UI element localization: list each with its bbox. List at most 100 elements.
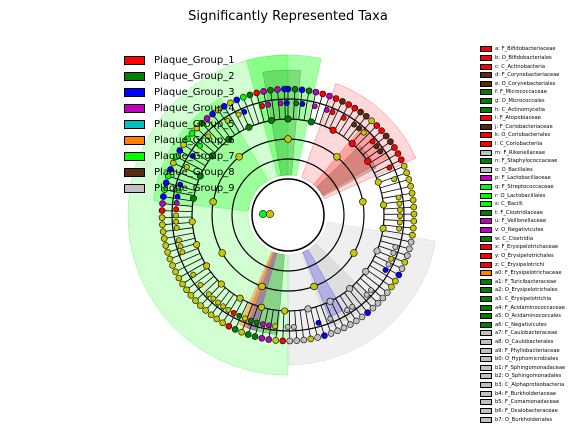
taxa-key-item: h: C_Actinomycetia: [480, 105, 565, 114]
taxa-key-label: a5: O_Acidaminococcales: [495, 313, 561, 320]
taxon-node: [388, 255, 394, 262]
taxa-key-label: j: F_Coriobacteriaceae: [495, 123, 553, 130]
taxon-node: [224, 117, 231, 124]
taxon-node: [180, 141, 187, 148]
legend-item: Plaque_Group_4: [124, 100, 235, 116]
taxa-key-label: a6: C_Negativicutes: [495, 321, 547, 328]
taxon-node: [173, 206, 180, 213]
clade-node: [218, 249, 226, 257]
taxon-node: [390, 250, 397, 256]
taxon-node: [293, 100, 300, 107]
taxon-node: [197, 281, 204, 288]
taxon-node: [407, 182, 414, 190]
taxon-node: [231, 326, 239, 333]
taxa-key-label: b2: O_Sphingomonadales: [495, 373, 562, 380]
taxa-key-item: f: F_Micrococcaceae: [480, 88, 565, 97]
taxon-node: [409, 231, 416, 239]
taxa-key-label: a7: F_Caulobacteraceae: [495, 330, 558, 337]
taxa-key-item: b1: F_Sphingomonadaceae: [480, 364, 565, 373]
taxon-node: [397, 156, 405, 164]
taxon-node: [242, 315, 248, 322]
taxa-key-swatch: [480, 321, 492, 328]
branch: [355, 125, 378, 148]
group-legend: Plaque_Group_1 Plaque_Group_2 Plaque_Group…: [124, 52, 235, 196]
taxa-key-swatch: [480, 218, 492, 225]
taxa-key-swatch: [480, 339, 492, 346]
taxon-node: [315, 319, 322, 326]
taxa-key-label: l: C_Coriobacteriia: [495, 141, 543, 147]
clade-node: [189, 194, 197, 202]
branch: [183, 144, 209, 162]
clade-node: [208, 152, 216, 160]
taxon-node: [215, 299, 222, 306]
taxon-node: [244, 331, 252, 338]
taxon-node: [377, 148, 384, 155]
taxa-key-label: a0: F_Erysipelotrichaceae: [495, 270, 562, 277]
taxon-node: [205, 133, 212, 140]
branch: [282, 310, 285, 341]
clade-node: [267, 116, 275, 124]
taxa-key-item: u: F_Veillonellaceae: [480, 217, 565, 226]
taxa-key-label: a2: O_Erysipelotrichales: [495, 287, 558, 294]
branch: [379, 179, 409, 189]
taxon-node: [358, 313, 366, 321]
taxa-key-item: z: C_Erysipelotrichi: [480, 260, 565, 269]
taxon-node: [272, 337, 280, 344]
taxon-node: [265, 336, 273, 343]
taxa-key-item: a3: C_Erysipelotrichia: [480, 295, 565, 304]
taxa-key-swatch: [480, 252, 492, 259]
taxon-node: [169, 262, 176, 269]
branch: [348, 289, 368, 313]
taxa-key-item: w: C_Clostridia: [480, 234, 565, 243]
taxon-node: [396, 200, 403, 207]
taxon-node: [265, 101, 272, 108]
taxa-key-label: a: F_Bifidobacteriaceae: [495, 46, 556, 53]
taxon-node: [205, 291, 212, 298]
taxon-node: [207, 311, 215, 319]
taxa-key-item: t: F_Clostridiaceae: [480, 209, 565, 218]
taxon-node: [253, 89, 260, 97]
taxa-key-item: b4: F_Burkholderiaceae: [480, 389, 565, 398]
taxa-key-item: q: F_Streptococcaceae: [480, 183, 565, 192]
taxa-key-label: o: O_Bacillales: [495, 166, 533, 173]
clade-node: [364, 157, 372, 165]
taxa-key-label: c: C_Actinobacteria: [495, 63, 546, 70]
taxon-node: [363, 291, 370, 298]
branch: [310, 308, 319, 338]
taxa-key-item: x: F_Erysipelotrichaceae: [480, 243, 565, 252]
taxon-node: [227, 99, 234, 107]
legend-item: Plaque_Group_3: [124, 84, 235, 100]
branch: [368, 147, 395, 164]
taxon-node: [395, 194, 402, 201]
taxon-node: [293, 337, 301, 344]
branch: [335, 298, 351, 325]
clade-node: [284, 135, 292, 143]
taxa-key-swatch: [480, 201, 492, 208]
legend-swatch: [124, 71, 145, 81]
clade-node: [329, 126, 337, 134]
taxa-key-item: i: F_Atopobiaceae: [480, 114, 565, 123]
taxa-key-label: b1: F_Sphingomonadaceae: [495, 364, 566, 371]
taxon-node: [167, 166, 174, 173]
taxon-node: [272, 323, 279, 330]
branch: [172, 253, 201, 266]
taxon-node: [213, 315, 221, 323]
taxon-node: [253, 319, 260, 326]
taxon-node: [193, 124, 201, 132]
taxa-key-swatch: [480, 287, 492, 294]
taxon-node: [339, 98, 346, 105]
clade-node: [348, 140, 356, 148]
taxon-node: [345, 101, 353, 108]
taxon-node: [396, 207, 403, 213]
taxon-node: [198, 119, 206, 127]
legend-label: Plaque_Group_2: [154, 70, 235, 82]
taxon-node: [351, 104, 359, 112]
taxon-node: [327, 315, 334, 322]
taxon-node: [312, 88, 320, 96]
taxon-node: [202, 307, 209, 314]
taxon-node: [279, 337, 287, 345]
taxon-node: [175, 274, 183, 282]
taxon-node: [352, 317, 360, 325]
taxa-key-label: q: F_Streptococcaceae: [495, 184, 554, 191]
